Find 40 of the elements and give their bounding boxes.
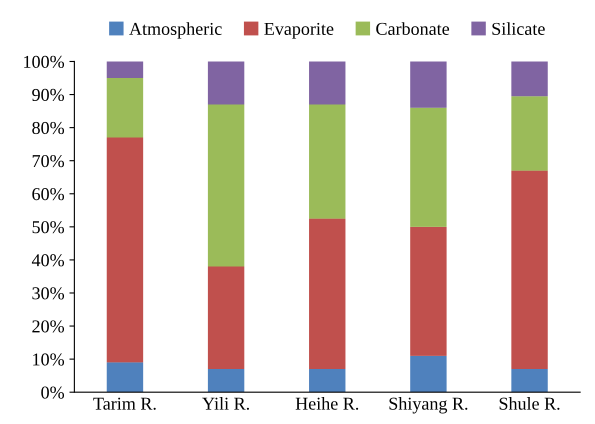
bar — [208, 104, 244, 267]
bar — [410, 356, 447, 392]
x-tick-label: Heihe R. — [296, 397, 358, 410]
bar — [511, 61, 548, 96]
y-tick-label: 30% — [32, 287, 64, 300]
bar — [309, 369, 346, 392]
y-tick-label: 90% — [32, 88, 64, 102]
y-tick-label: 40% — [32, 254, 64, 266]
bar — [410, 226, 447, 356]
y-tick-label: 50% — [32, 221, 64, 234]
x-tick-label: Yili R. — [202, 397, 249, 410]
bar — [208, 61, 244, 104]
bar — [106, 362, 144, 392]
x-tick-label: Shiyang R. — [389, 397, 468, 414]
bar — [106, 61, 144, 78]
bar — [511, 369, 548, 392]
legend-label: Atmospheric — [129, 22, 222, 39]
x-tick-label: Tarim R. — [93, 398, 156, 410]
bar — [511, 170, 548, 370]
y-tick-label: 100% — [24, 56, 64, 68]
y-tick-label: 60% — [32, 188, 64, 200]
bar — [106, 78, 144, 138]
legend-label: Silicate — [492, 22, 545, 35]
y-tick-label: 70% — [32, 154, 64, 168]
bar — [309, 61, 346, 104]
bar — [410, 108, 447, 227]
bar — [511, 96, 548, 171]
y-tick-label: 20% — [32, 320, 64, 333]
bar — [106, 138, 144, 362]
bar — [309, 104, 346, 219]
legend-label: Evaporite — [264, 22, 334, 39]
bar — [309, 218, 346, 370]
y-tick-label: 10% — [33, 353, 64, 366]
bar — [208, 266, 244, 370]
bar — [410, 61, 447, 108]
y-tick-label: 0% — [41, 386, 64, 399]
bar — [208, 369, 244, 392]
x-tick-label: Shule R. — [500, 397, 560, 410]
legend-label: Carbonate — [376, 22, 450, 35]
y-tick-label: 80% — [32, 122, 64, 134]
